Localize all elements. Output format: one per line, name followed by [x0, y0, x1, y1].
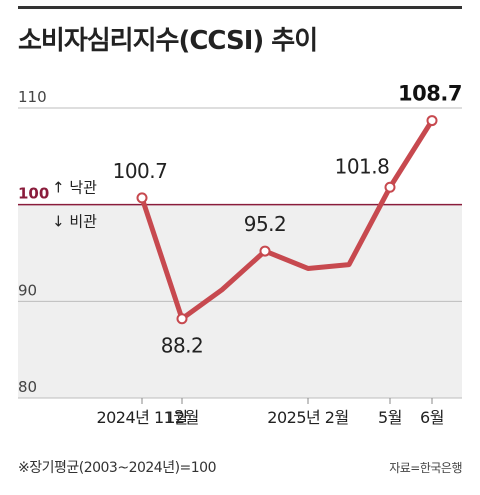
series-line: [139, 118, 435, 322]
y-tick-label: 90: [18, 281, 37, 299]
y-tick-label: 110: [18, 88, 47, 106]
pessimistic-label: ↓ 비관: [52, 213, 97, 231]
y-tick-label: 80: [18, 378, 37, 396]
data-label: 108.7: [398, 82, 462, 106]
data-point: [384, 181, 396, 193]
footnote: ※장기평균(2003~2024년)=100: [18, 460, 217, 476]
data-label: 101.8: [335, 154, 390, 178]
x-tick-label: 2024년 11월: [96, 408, 187, 427]
data-point: [176, 313, 188, 325]
data-labels: 100.7 88.2 95.2 101.8 108.7: [113, 82, 463, 358]
data-point: [426, 115, 438, 127]
optimistic-label: ↑ 낙관: [52, 179, 97, 197]
data-point: [259, 245, 271, 257]
data-label: 100.7: [113, 159, 168, 183]
data-label: 95.2: [244, 212, 287, 236]
x-tick-label: 12월: [165, 408, 199, 427]
data-label: 88.2: [161, 334, 204, 358]
x-tick-label: 5월: [378, 408, 402, 427]
data-points: [136, 115, 438, 325]
data-point: [136, 192, 148, 204]
y-tick-label: 100: [18, 185, 49, 203]
x-tick-label: 2025년 2월: [267, 408, 348, 427]
title-rule: [18, 6, 462, 9]
chart-title: 소비자심리지수(CCSI) 추이: [18, 26, 318, 56]
y-axis-ticks: 110 100 90 80: [18, 88, 49, 396]
x-tick-label: 6월: [420, 408, 444, 427]
source-credit: 자료=한국은행: [389, 461, 462, 475]
gridlines: [18, 107, 462, 399]
